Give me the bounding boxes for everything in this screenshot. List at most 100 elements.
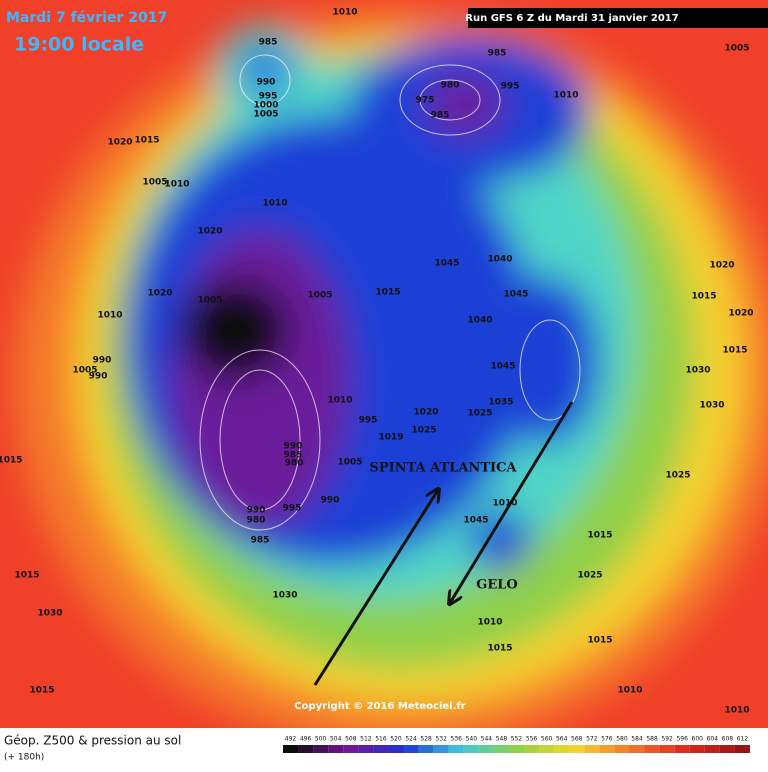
colorbar-label: 592 (661, 736, 673, 743)
colorbar-label: 584 (631, 736, 643, 743)
colorbar-swatch (478, 745, 494, 753)
colorbar-swatch (493, 745, 509, 753)
pressure-label: 1020 (728, 309, 753, 319)
colorbar-label: 500 (315, 736, 327, 743)
pressure-label: 1045 (490, 362, 515, 372)
colorbar-swatch (418, 745, 434, 753)
colorbar-swatch (403, 745, 419, 753)
pressure-label: 1015 (587, 531, 612, 541)
pressure-label: 1010 (327, 396, 352, 406)
colorbar-label: 612 (737, 736, 749, 743)
colorbar-label: 608 (722, 736, 734, 743)
pressure-label: 1025 (411, 426, 436, 436)
pressure-label: 1045 (434, 259, 459, 269)
pressure-label: 995 (259, 92, 278, 102)
annotation: SPINTA ATLANTICA (369, 461, 517, 476)
colorbar-label: 520 (390, 736, 402, 743)
pressure-label: 1015 (587, 636, 612, 646)
colorbar-swatch (358, 745, 374, 753)
pressure-label: 990 (247, 506, 266, 516)
colorbar-label: 492 (285, 736, 297, 743)
pressure-label: 1005 (142, 178, 167, 188)
colorbar-swatch (599, 745, 615, 753)
colorbar-swatch (388, 745, 404, 753)
colorbar-swatch (614, 745, 630, 753)
pressure-label: 1035 (488, 398, 513, 408)
colorbar-swatch (524, 745, 540, 753)
pressure-label: 1020 (709, 261, 734, 271)
colorbar-swatch (328, 745, 344, 753)
colorbar-label: 540 (466, 736, 478, 743)
pressure-label: 995 (359, 416, 378, 426)
pressure-label: 1030 (699, 401, 724, 411)
colorbar-label: 548 (496, 736, 508, 743)
pressure-label: 1015 (29, 686, 54, 696)
pressure-label: 1025 (467, 409, 492, 419)
colorbar-label: 512 (360, 736, 372, 743)
colorbar-swatch (508, 745, 525, 753)
pressure-label: 980 (441, 81, 460, 91)
pressure-label: 1005 (197, 296, 222, 306)
pressure-label: 990 (284, 442, 303, 452)
pressure-label: 1010 (617, 686, 642, 696)
pressure-label: 1015 (14, 571, 39, 581)
colorbar-swatch (674, 745, 690, 753)
pressure-label: 1010 (477, 618, 502, 628)
colorbar-label: 552 (511, 736, 523, 743)
pressure-label: 1015 (722, 346, 747, 356)
colorbar-label: 508 (345, 736, 357, 743)
pressure-label: 1015 (0, 456, 23, 466)
background-field (0, 0, 768, 750)
colorbar-label: 560 (541, 736, 553, 743)
pressure-label: 1025 (577, 571, 602, 581)
colorbar-label: 524 (405, 736, 417, 743)
colorbar-swatch (313, 745, 329, 753)
pressure-label: 990 (257, 78, 276, 88)
colorbar-label: 596 (676, 736, 688, 743)
pressure-label: 1045 (463, 516, 488, 526)
colorbar-label: 504 (330, 736, 342, 743)
colorbar-label: 568 (571, 736, 583, 743)
pressure-label: 1000 (253, 101, 278, 111)
colorbar-label: 580 (616, 736, 628, 743)
pressure-label: 1020 (147, 289, 172, 299)
date: Mardi 7 février 2017 (6, 10, 167, 26)
pressure-label: 980 (285, 459, 304, 469)
pressure-label: 1010 (262, 199, 287, 209)
pressure-label: 1010 (332, 8, 357, 18)
pressure-label: 1020 (197, 227, 222, 237)
colorbar-label: 532 (435, 736, 447, 743)
colorbar-swatch (689, 745, 705, 753)
colorbar-swatch (704, 745, 720, 753)
colorbar-label: 572 (586, 736, 598, 743)
pressure-label: 1010 (97, 311, 122, 321)
pressure-label: 1005 (307, 291, 332, 301)
colorbar-swatch (463, 745, 479, 753)
pressure-label: 1040 (467, 316, 492, 326)
pressure-label: 995 (283, 504, 302, 514)
pressure-label: 1019 (378, 433, 403, 443)
run-info: Run GFS 6 Z du Mardi 31 janvier 2017 (465, 13, 678, 24)
pressure-label: 985 (284, 451, 303, 461)
colorbar-label: 516 (375, 736, 387, 743)
pressure-label: 985 (259, 38, 278, 48)
annotation: GELO (476, 578, 517, 593)
pressure-label: 1030 (272, 591, 297, 601)
pressure-label: 985 (488, 49, 507, 59)
footer-title: Géop. Z500 & pression au sol (4, 734, 181, 748)
arrow (450, 401, 574, 603)
colorbar-label: 588 (646, 736, 658, 743)
colorbar-label: 564 (556, 736, 568, 743)
pressure-label: 1010 (724, 706, 749, 716)
colorbar-label: 544 (481, 736, 493, 743)
pressure-label: 1010 (553, 91, 578, 101)
pressure-labels: 1010985990995100010059859809759859951010… (0, 8, 754, 716)
pressure-label: 1015 (691, 292, 716, 302)
pressure-label: 1010 (164, 180, 189, 190)
pressure-label: 995 (501, 82, 520, 92)
pressure-label: 1020 (413, 408, 438, 418)
pressure-label: 980 (247, 516, 266, 526)
pressure-label: 1005 (724, 44, 749, 54)
pressure-label: 1015 (375, 288, 400, 298)
colorbar-label: 496 (300, 736, 312, 743)
